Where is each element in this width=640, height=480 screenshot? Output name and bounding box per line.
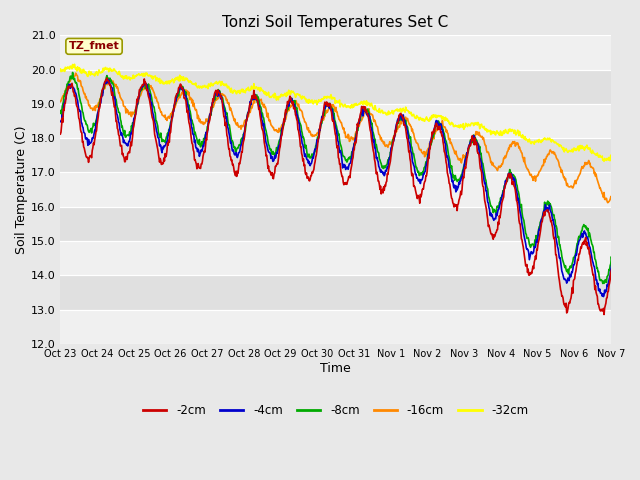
-8cm (616, 225, 623, 230)
Bar (60, 70, 611, 104)
-2cm (615, 238, 623, 243)
-16cm (624, 179, 632, 184)
-32cm (403, 107, 411, 113)
-32cm (56, 66, 64, 72)
-8cm (301, 142, 308, 148)
Line: -16cm: -16cm (60, 73, 640, 215)
-32cm (637, 167, 640, 173)
-8cm (625, 232, 632, 238)
Bar (60, 276, 611, 310)
-32cm (166, 78, 174, 84)
-16cm (166, 114, 174, 120)
Y-axis label: Soil Temperature (C): Soil Temperature (C) (15, 125, 28, 254)
Line: -2cm: -2cm (60, 78, 640, 329)
-4cm (56, 119, 64, 124)
-4cm (403, 127, 411, 132)
Line: -4cm: -4cm (60, 80, 640, 297)
Text: TZ_fmet: TZ_fmet (68, 41, 120, 51)
-2cm (56, 131, 64, 137)
-4cm (625, 240, 632, 246)
-16cm (301, 119, 308, 125)
-16cm (638, 212, 640, 218)
-4cm (600, 294, 607, 300)
-16cm (615, 180, 623, 186)
Legend: -2cm, -4cm, -8cm, -16cm, -32cm: -2cm, -4cm, -8cm, -16cm, -32cm (138, 399, 533, 421)
-16cm (85, 103, 93, 109)
Bar (60, 104, 611, 138)
-32cm (615, 154, 623, 159)
-2cm (84, 159, 92, 165)
-4cm (616, 228, 623, 233)
-8cm (85, 130, 93, 135)
Bar (60, 207, 611, 241)
-32cm (301, 95, 308, 100)
Title: Tonzi Soil Temperatures Set C: Tonzi Soil Temperatures Set C (223, 15, 449, 30)
Bar (60, 310, 611, 344)
-32cm (70, 61, 78, 67)
-4cm (105, 77, 113, 83)
-2cm (624, 264, 632, 270)
-2cm (301, 162, 308, 168)
-32cm (624, 156, 632, 162)
-8cm (166, 124, 174, 130)
Bar (60, 138, 611, 172)
Bar (60, 36, 611, 70)
-16cm (403, 117, 411, 123)
-8cm (56, 110, 64, 116)
-4cm (84, 137, 92, 143)
-8cm (599, 281, 607, 287)
-2cm (634, 326, 640, 332)
Line: -32cm: -32cm (60, 64, 640, 170)
Line: -8cm: -8cm (60, 72, 640, 284)
-4cm (301, 154, 308, 159)
-4cm (166, 125, 174, 131)
-2cm (166, 130, 174, 135)
-16cm (56, 99, 64, 105)
-8cm (68, 70, 76, 75)
Bar (60, 241, 611, 276)
-2cm (403, 135, 411, 141)
Bar (60, 172, 611, 207)
-32cm (85, 68, 93, 74)
X-axis label: Time: Time (320, 361, 351, 374)
-16cm (72, 70, 79, 76)
-2cm (103, 75, 111, 81)
-8cm (403, 124, 411, 130)
